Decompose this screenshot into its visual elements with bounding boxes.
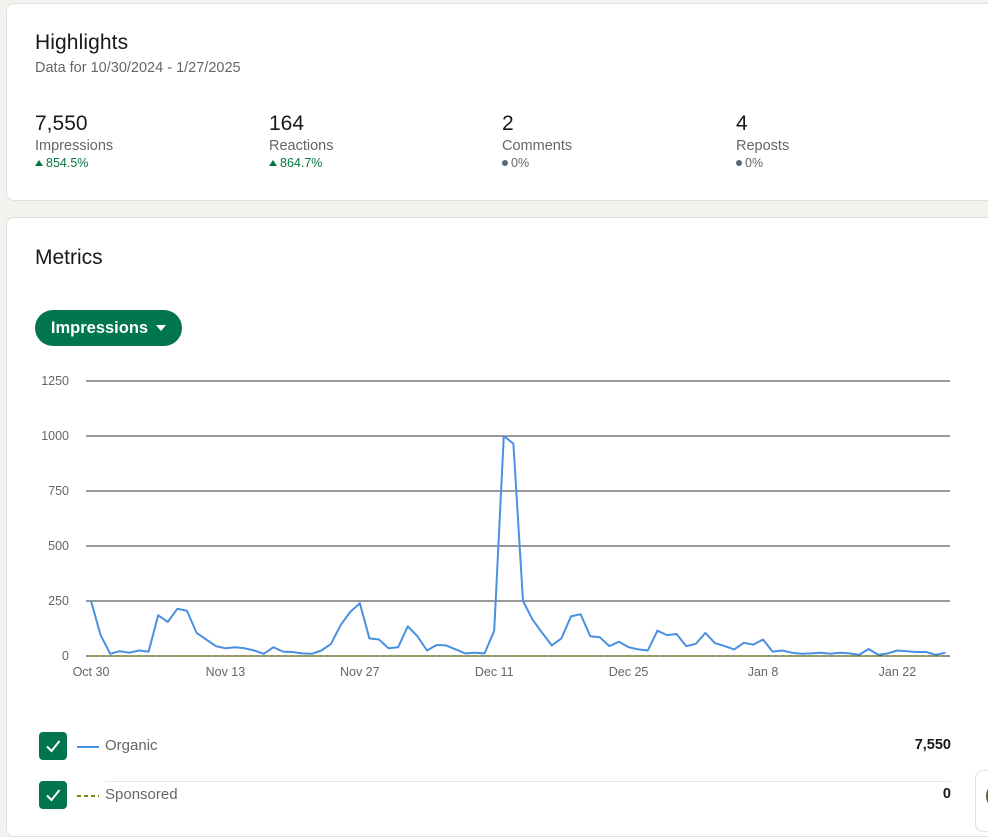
trend-up-icon — [269, 160, 277, 166]
legend-label-sponsored: Sponsored — [105, 786, 178, 803]
stat-value: 4 — [736, 112, 748, 135]
highlights-title: Highlights — [35, 31, 129, 54]
series-line-organic — [90, 435, 946, 656]
stat-value: 164 — [269, 112, 305, 135]
stat-label: Impressions — [35, 138, 114, 154]
organic-checkbox[interactable] — [39, 732, 67, 760]
stat-change: 854.5% — [35, 156, 113, 170]
legend-row-sponsored: Sponsored 0 — [39, 781, 951, 813]
x-tick-label: Oct 30 — [73, 665, 110, 679]
stat-comments: 2 Comments 0% — [502, 112, 572, 170]
organic-line-swatch — [77, 746, 99, 748]
trend-flat-icon — [502, 160, 508, 166]
legend-divider — [105, 781, 951, 782]
caret-down-icon — [156, 325, 167, 331]
checkmark-icon — [46, 740, 61, 753]
x-tick-label: Nov 13 — [206, 665, 246, 679]
stat-value: 2 — [502, 112, 514, 135]
y-tick-label: 750 — [48, 484, 69, 498]
impressions-line-chart: 0 250 500 750 1000 1250 Oct 30 Nov 13 Nov 27 Dec … — [41, 374, 950, 679]
checkmark-icon — [46, 789, 61, 802]
sponsored-line-swatch — [77, 795, 99, 797]
stat-label: Comments — [502, 138, 573, 154]
y-tick-label: 500 — [48, 539, 69, 553]
stat-value: 7,550 — [35, 112, 88, 135]
legend-total-sponsored: 0 — [942, 786, 951, 802]
x-tick-label: Jan 8 — [748, 665, 779, 679]
stat-reposts: 4 Reposts 0% — [736, 112, 789, 170]
trend-up-icon — [35, 160, 43, 166]
trend-flat-icon — [736, 160, 742, 166]
avatar[interactable] — [986, 785, 988, 807]
stat-reactions: 164 Reactions 864.7% — [269, 112, 333, 170]
legend-total-organic: 7,550 — [914, 737, 951, 753]
stat-label: Reposts — [736, 138, 790, 154]
x-tick-label: Dec 11 — [475, 665, 514, 679]
y-tick-label: 250 — [48, 594, 69, 608]
highlights-card: Highlights Data for 10/30/2024 - 1/27/20… — [6, 3, 988, 201]
x-tick-label: Jan 22 — [879, 665, 917, 679]
legend-row-organic: Organic 7,550 — [39, 732, 951, 782]
stat-label: Reactions — [269, 138, 334, 154]
y-tick-label: 0 — [62, 649, 69, 663]
metric-selector-dropdown[interactable]: Impressions — [35, 310, 182, 346]
y-tick-label: 1000 — [41, 429, 69, 443]
y-tick-label: 1250 — [41, 374, 69, 388]
stat-impressions: 7,550 Impressions 854.5% — [35, 112, 113, 170]
sponsored-checkbox[interactable] — [39, 781, 67, 809]
highlights-date-range: Data for 10/30/2024 - 1/27/2025 — [35, 60, 241, 76]
metric-selector-label: Impressions — [50, 318, 149, 337]
metrics-title: Metrics — [35, 246, 103, 269]
metrics-card: Metrics Impressions 0 250 500 750 1000 1250 Oc… — [6, 217, 988, 837]
stat-change: 864.7% — [269, 156, 333, 170]
x-tick-label: Dec 25 — [609, 665, 649, 679]
stat-change: 0% — [502, 156, 572, 170]
stat-change: 0% — [736, 156, 789, 170]
legend-label-organic: Organic — [105, 737, 158, 754]
x-tick-label: Nov 27 — [340, 665, 380, 679]
